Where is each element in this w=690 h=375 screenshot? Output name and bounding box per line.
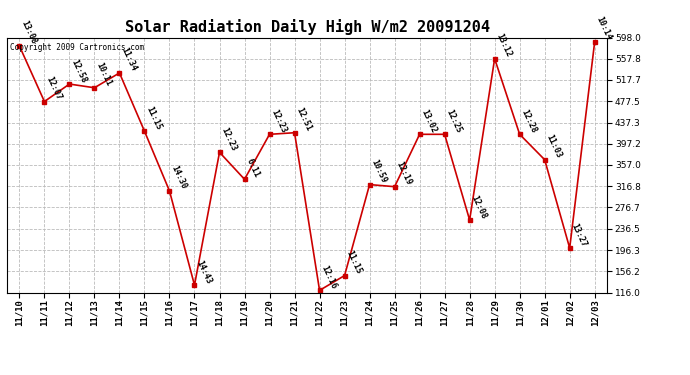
Text: 14:30: 14:30	[170, 165, 188, 191]
Text: 11:15: 11:15	[144, 105, 164, 131]
Text: 14:43: 14:43	[195, 259, 213, 285]
Text: 12:51: 12:51	[295, 106, 313, 133]
Text: 12:19: 12:19	[395, 160, 413, 187]
Text: 12:23: 12:23	[270, 108, 288, 134]
Text: 11:03: 11:03	[544, 133, 564, 160]
Text: Copyright 2009 Cartronics.com: Copyright 2009 Cartronics.com	[10, 43, 144, 52]
Title: Solar Radiation Daily High W/m2 20091204: Solar Radiation Daily High W/m2 20091204	[125, 19, 489, 35]
Text: 12:08: 12:08	[470, 194, 489, 220]
Text: 13:12: 13:12	[495, 32, 513, 58]
Text: 12:23: 12:23	[219, 126, 238, 152]
Text: 11:34: 11:34	[119, 46, 138, 73]
Text: 10:14: 10:14	[595, 15, 613, 42]
Text: 10:59: 10:59	[370, 158, 388, 184]
Text: 12:25: 12:25	[444, 108, 464, 134]
Text: 10:11: 10:11	[95, 61, 113, 88]
Text: 13:02: 13:02	[420, 108, 438, 134]
Text: 12:58: 12:58	[70, 58, 88, 84]
Text: 12:07: 12:07	[44, 75, 63, 102]
Text: 12:28: 12:28	[520, 108, 538, 134]
Text: 6:11: 6:11	[244, 158, 261, 179]
Text: 13:27: 13:27	[570, 222, 589, 248]
Text: 11:15: 11:15	[344, 249, 364, 276]
Text: 12:16: 12:16	[319, 264, 338, 290]
Text: 13:08: 13:08	[19, 20, 38, 46]
